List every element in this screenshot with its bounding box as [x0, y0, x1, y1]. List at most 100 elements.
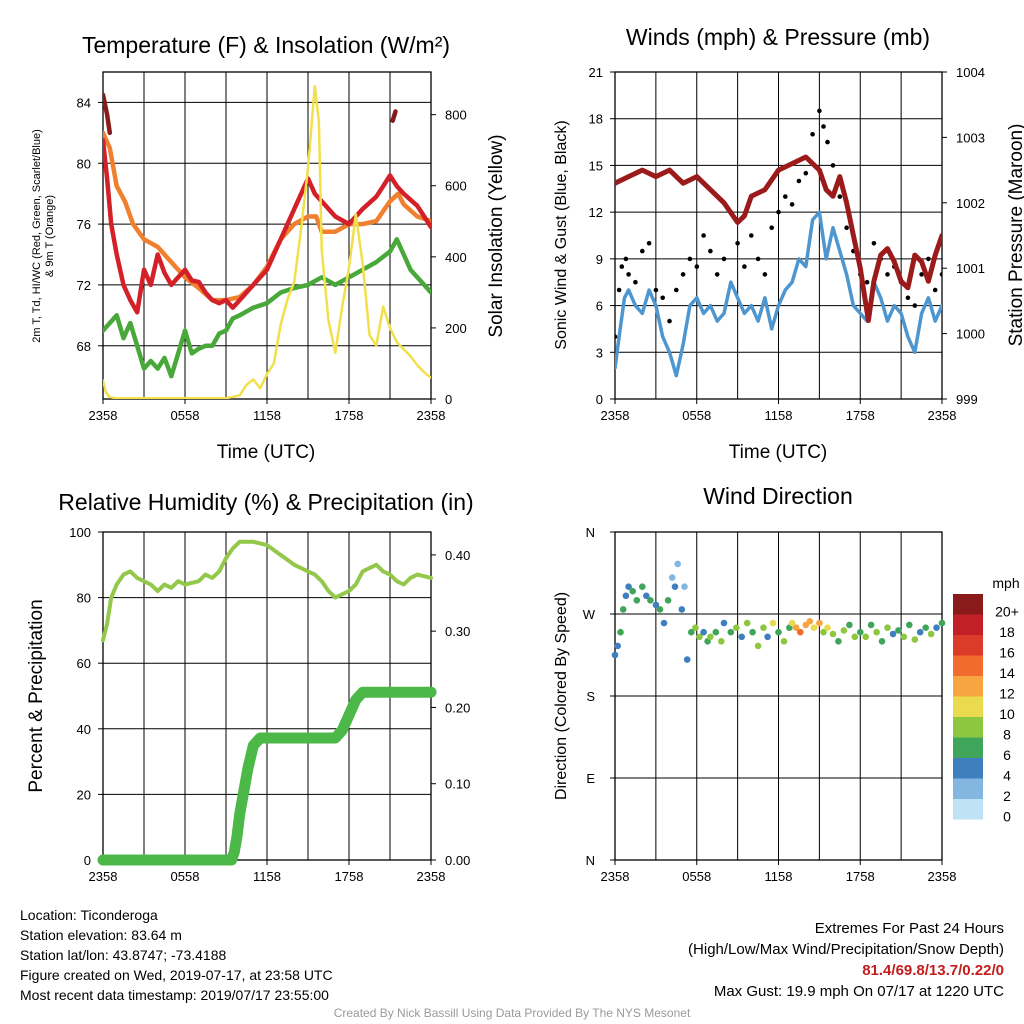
- direction-point: [743, 619, 751, 627]
- y-tick-label: 40: [77, 722, 91, 737]
- direction-point: [851, 633, 859, 641]
- y-tick-label: 21: [589, 65, 603, 80]
- direction-point: [873, 628, 880, 636]
- colorbar-swatch: [953, 799, 983, 820]
- y2-tick-label: 1001: [956, 261, 985, 276]
- direction-point: [884, 624, 891, 631]
- x-tick-label: 1158: [765, 869, 793, 884]
- colorbar: 20+ 18 16 14 12 10 8 6 4 2 0: [953, 594, 1019, 824]
- humidity-panel: Relative Humidity (%) & Precipitation (i…: [26, 489, 474, 793]
- series-line-rh: [101, 539, 433, 643]
- humidity-title: Relative Humidity (%) & Precipitation (i…: [58, 489, 473, 515]
- y-tick-label: 20: [77, 787, 91, 802]
- direction-point: [820, 628, 827, 636]
- gust-point: [615, 334, 618, 339]
- y-tick-label: 9: [596, 252, 603, 267]
- gust-point: [803, 170, 809, 176]
- y2-tick-label: 0.00: [445, 853, 470, 868]
- y-tick-label: 72: [77, 278, 91, 293]
- gust-point: [776, 209, 781, 215]
- gust-point: [674, 287, 679, 293]
- y-tick-label: 68: [77, 339, 91, 354]
- direction-point: [754, 642, 762, 650]
- y-tick-label: 76: [77, 217, 91, 232]
- plot-frame-humidity: 2358 0558 1158 1758 23580204060801000.000.10…: [69, 525, 470, 884]
- plot-frame-direction: 2358 0558 1158 1758 2358 N E S W N: [583, 525, 957, 884]
- series-line-solar: [103, 84, 431, 399]
- gust-point: [844, 225, 849, 230]
- gust-point: [919, 272, 924, 277]
- gust-point: [755, 256, 761, 262]
- direction-point: [867, 621, 875, 629]
- x-tick-label: 0558: [682, 869, 711, 884]
- series-line-td: [103, 237, 431, 379]
- extremes-title: Extremes For Past 24 Hours: [814, 920, 1004, 937]
- direction-point: [792, 624, 800, 631]
- direction-point: [733, 624, 740, 631]
- station-location: Location: Ticonderoga: [20, 907, 158, 923]
- extremes-subtitle: (High/Low/Max Wind/Precipitation/Snow De…: [688, 941, 1004, 958]
- extremes-block: Extremes For Past 24 Hours (High/Low/Max…: [688, 918, 1004, 1002]
- colorbar-tick-label: 20+: [995, 603, 1019, 619]
- y2-tick-label: 0.10: [445, 777, 470, 792]
- y-tick-label: 3: [596, 345, 603, 360]
- temperature-title: Temperature (F) & Insolation (W/m²): [82, 32, 450, 58]
- direction-point: [727, 628, 735, 636]
- direction-point: [933, 624, 940, 631]
- gust-point: [653, 287, 659, 293]
- x-tick-label: 1158: [253, 408, 281, 423]
- direction-ylabel-left: Direction (Colored By Speed): [553, 592, 570, 800]
- figure-created: Figure created on Wed, 2019-07-17, at 23…: [20, 967, 333, 983]
- direction-point: [692, 624, 699, 631]
- x-tick-label: 2358: [89, 408, 118, 423]
- y-tick-label: E: [586, 771, 595, 786]
- gust-point: [626, 272, 631, 277]
- y-tick-label: 15: [589, 158, 603, 173]
- direction-point: [707, 633, 714, 641]
- gust-point: [742, 264, 747, 269]
- y-tick-label: 18: [589, 112, 603, 127]
- y-tick-label: 80: [77, 156, 91, 171]
- series-line-station-pressure: [615, 154, 942, 323]
- x-tick-label: 0558: [171, 408, 200, 423]
- humidity-series: [97, 539, 437, 866]
- colorbar-swatch: [953, 655, 983, 676]
- plot-frame-wind: 2358 0558 1158 1758 235803691215182199910001…: [589, 65, 985, 423]
- x-tick-label: 2358: [601, 408, 630, 423]
- colorbar-tick-label: 16: [999, 644, 1015, 660]
- direction-point: [674, 560, 681, 568]
- gust-point: [708, 248, 713, 254]
- colorbar-tick-label: 8: [1003, 726, 1011, 742]
- colorbar-swatch: [953, 676, 983, 697]
- series-line-hi: [103, 92, 113, 136]
- colorbar-tick-label: 2: [1003, 788, 1011, 804]
- temperature-xlabel: Time (UTC): [217, 442, 316, 463]
- y2-tick-label: 1003: [956, 130, 985, 145]
- direction-point: [857, 628, 864, 636]
- direction-point: [806, 618, 814, 625]
- y-tick-label: N: [586, 853, 595, 868]
- gust-point: [926, 256, 931, 262]
- direction-point: [696, 633, 703, 641]
- gust-point: [821, 124, 826, 129]
- y2-tick-label: 1000: [956, 327, 985, 342]
- direction-point: [617, 628, 624, 636]
- direction-point: [846, 621, 853, 629]
- direction-point: [614, 642, 621, 650]
- direction-point: [797, 628, 804, 636]
- direction-point: [720, 619, 728, 627]
- direction-point: [900, 633, 908, 641]
- station-info: Location: Ticonderoga Station elevation:…: [20, 905, 333, 1005]
- gust-point: [885, 272, 890, 277]
- y2-tick-label: 0.20: [445, 700, 470, 715]
- gust-point: [769, 225, 774, 230]
- gust-point: [721, 256, 727, 262]
- direction-point: [639, 583, 646, 590]
- x-tick-label: 0558: [171, 869, 200, 884]
- x-tick-label: 1758: [846, 408, 875, 423]
- colorbar-tick-label: 0: [1003, 808, 1011, 824]
- direction-point: [656, 606, 664, 613]
- colorbar-tick-label: 10: [999, 706, 1015, 722]
- gust-point: [825, 139, 830, 145]
- direction-point: [760, 624, 767, 631]
